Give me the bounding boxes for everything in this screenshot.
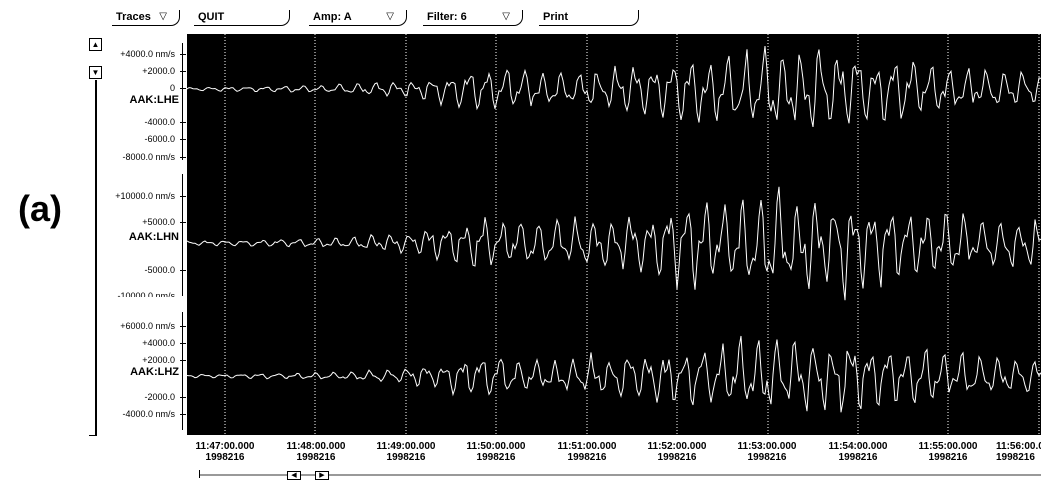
- channel-name-lhn: AAK:LHN: [128, 231, 179, 243]
- date-value: 1998216: [205, 452, 245, 463]
- time-label: 11:49:00.000 1998216: [366, 441, 446, 463]
- quit-label: QUIT: [198, 11, 225, 23]
- seismogram-canvas: [186, 34, 1041, 435]
- axis-tick: [180, 360, 186, 361]
- axis-label: +4000.0: [142, 338, 175, 348]
- time-label: 11:48:00.000 1998216: [276, 441, 356, 463]
- toolbar: Traces ▽ QUIT Amp: A ▽ Filter: 6 ▽ Print: [0, 0, 1041, 34]
- axis-label: +2000.0: [142, 355, 175, 365]
- date-value: 1998216: [386, 452, 426, 463]
- channel-name-lhe: AAK:LHE: [129, 94, 180, 106]
- date-value: 1998216: [657, 452, 697, 463]
- date-value: 1998216: [296, 452, 336, 463]
- scroll-left-button[interactable]: ◀: [287, 471, 301, 480]
- channel-name-lhz: AAK:LHZ: [130, 366, 179, 378]
- axis-label: -10000.0 nm/s: [117, 291, 175, 297]
- scroll-down-button[interactable]: ▼: [89, 66, 102, 79]
- time-label: 11:54:00.000 1998216: [818, 441, 898, 463]
- date-value: 1998216: [996, 452, 1035, 463]
- axis-label: -5000.0: [144, 265, 175, 275]
- vertical-scrollbar[interactable]: [95, 80, 97, 436]
- scrollbar-end: [89, 435, 97, 436]
- time-value: 11:55:00.000: [918, 441, 978, 452]
- panel-label: (a): [18, 188, 62, 229]
- print-button[interactable]: Print: [539, 10, 639, 26]
- menu-triangle-icon: ▽: [159, 11, 167, 22]
- axis-tick: [180, 71, 186, 72]
- time-value: 11:48:00.000: [286, 441, 346, 452]
- filter-menu-button[interactable]: Filter: 6 ▽: [423, 10, 523, 26]
- seismogram-plot[interactable]: [186, 34, 1041, 435]
- axis-tick: [180, 222, 186, 223]
- time-label: 11:52:00.000 1998216: [637, 441, 717, 463]
- time-value: 11:51:00.000: [557, 441, 617, 452]
- filter-label: Filter: 6: [427, 11, 467, 23]
- horizontal-scrollbar[interactable]: ◀ ▶: [199, 471, 1041, 480]
- seismogram-trace-1: [186, 46, 1041, 127]
- amp-menu-button[interactable]: Amp: A ▽: [309, 10, 407, 26]
- date-value: 1998216: [476, 452, 516, 463]
- seismogram-trace-2: [186, 186, 1041, 301]
- axis-label: -4000.0: [144, 117, 175, 127]
- seismogram-trace-3: [186, 335, 1041, 413]
- menu-triangle-icon: ▽: [502, 11, 510, 22]
- time-label: 11:47:00.000 1998216: [185, 441, 265, 463]
- amplitude-axis-lhz: [182, 312, 183, 430]
- axis-label: +10000.0 nm/s: [115, 191, 175, 201]
- time-value: 11:49:00.000: [376, 441, 436, 452]
- time-value: 11:56:00.000: [996, 441, 1041, 452]
- time-label: 11:55:00.000 1998216: [908, 441, 988, 463]
- axis-tick: [180, 397, 186, 398]
- axis-tick: [180, 343, 186, 344]
- scroll-right-button[interactable]: ▶: [315, 471, 329, 480]
- axis-label: +6000.0 nm/s: [120, 321, 175, 331]
- amp-label: Amp: A: [313, 11, 352, 23]
- date-value: 1998216: [838, 452, 878, 463]
- traces-label: Traces: [116, 11, 151, 23]
- time-label: 11:53:00.000 1998216: [727, 441, 807, 463]
- axis-label: +2000.0: [142, 66, 175, 76]
- scrollbar-track[interactable]: [199, 474, 1041, 476]
- axis-tick: [180, 414, 186, 415]
- date-value: 1998216: [747, 452, 787, 463]
- axis-tick: [180, 270, 186, 271]
- time-value: 11:50:00.000: [466, 441, 526, 452]
- scrollbar-start: [199, 470, 200, 478]
- time-value: 11:54:00.000: [828, 441, 888, 452]
- print-label: Print: [543, 11, 569, 23]
- axis-tick: [180, 196, 186, 197]
- time-value: 11:53:00.000: [737, 441, 797, 452]
- axis-tick: [180, 326, 186, 327]
- axis-label: 0: [169, 83, 175, 93]
- menu-triangle-icon: ▽: [386, 11, 394, 22]
- date-value: 1998216: [928, 452, 968, 463]
- date-value: 1998216: [567, 452, 607, 463]
- time-value: 11:52:00.000: [647, 441, 707, 452]
- axis-tick: [180, 122, 186, 123]
- time-value: 11:47:00.000: [195, 441, 255, 452]
- axis-tick: [180, 139, 186, 140]
- traces-menu-button[interactable]: Traces ▽: [112, 10, 180, 26]
- axis-label: -6000.0: [144, 134, 175, 144]
- axis-tick: [180, 54, 186, 55]
- axis-label: -8000.0 nm/s: [122, 152, 175, 162]
- time-label: 11:50:00.000 1998216: [456, 441, 536, 463]
- axis-tick: [180, 157, 186, 158]
- amplitude-axis-lhn: [182, 174, 183, 296]
- time-label: 11:51:00.000 1998216: [547, 441, 627, 463]
- axis-label: +5000.0: [142, 217, 175, 227]
- axis-tick: [180, 88, 186, 89]
- axis-label: +4000.0 nm/s: [120, 49, 175, 59]
- quit-button[interactable]: QUIT: [194, 10, 290, 26]
- axis-label: -2000.0: [144, 392, 175, 402]
- amplitude-axis-lhe: [182, 43, 183, 160]
- scroll-up-button[interactable]: ▲: [89, 38, 102, 51]
- axis-label: -4000.0 nm/s: [122, 409, 175, 419]
